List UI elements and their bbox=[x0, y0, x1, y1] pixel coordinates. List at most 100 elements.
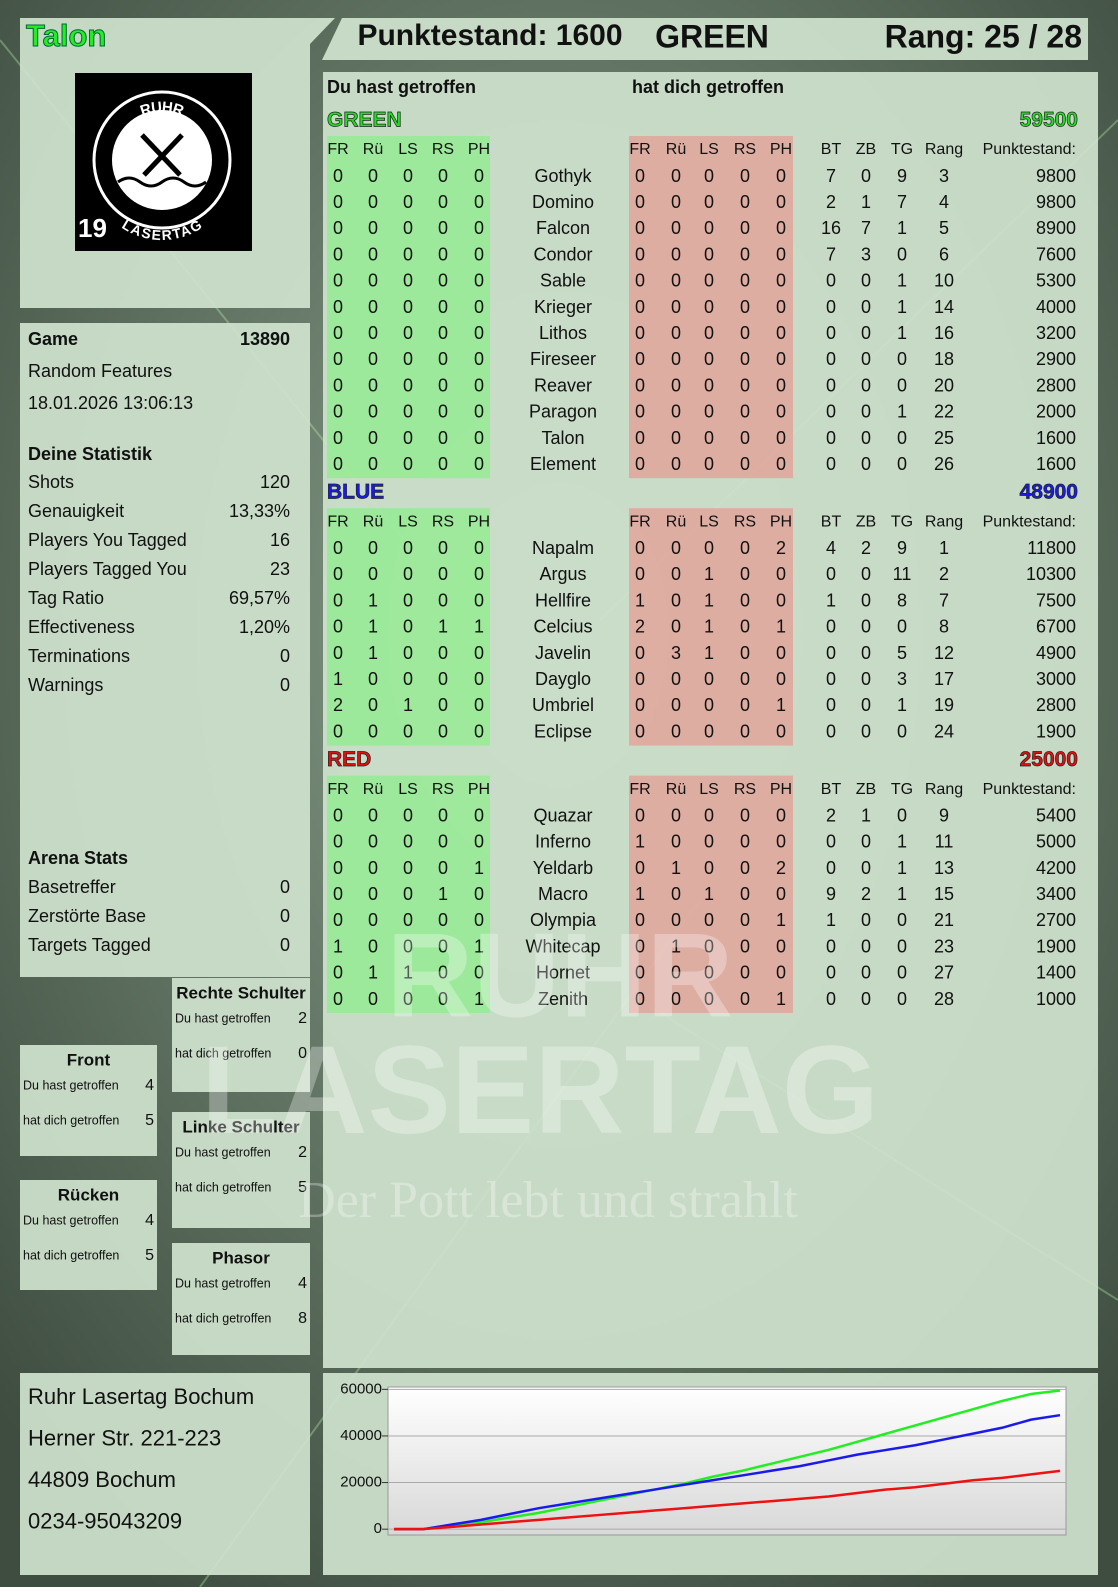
given-cell: 0 bbox=[368, 428, 378, 448]
received-cell: 0 bbox=[671, 454, 681, 474]
given-cell: 1 bbox=[474, 858, 484, 878]
player-name: Napalm bbox=[532, 538, 594, 558]
stat-cell: 7500 bbox=[1036, 590, 1076, 610]
received-cell: 0 bbox=[671, 323, 681, 343]
received-cell: 0 bbox=[704, 538, 714, 558]
y-tick-label: 60000 bbox=[340, 1380, 382, 1397]
logo-wave bbox=[117, 176, 207, 188]
received-cell: 2 bbox=[776, 858, 786, 878]
stat-cell: 10300 bbox=[1026, 564, 1076, 584]
received-bg bbox=[629, 508, 793, 746]
given-cell: 0 bbox=[368, 192, 378, 212]
stat-cell: 7600 bbox=[1036, 244, 1076, 264]
arena-label: Targets Tagged bbox=[28, 935, 151, 955]
received-cell: 1 bbox=[635, 832, 645, 852]
player-name: Paragon bbox=[529, 402, 597, 422]
given-cell: 0 bbox=[368, 989, 378, 1009]
received-cell: 0 bbox=[776, 244, 786, 264]
given-cell: 0 bbox=[438, 936, 448, 956]
given-cell: 0 bbox=[438, 858, 448, 878]
given-cell: 0 bbox=[438, 402, 448, 422]
received-cell: 0 bbox=[776, 936, 786, 956]
received-cell: 0 bbox=[635, 244, 645, 264]
received-cell: 0 bbox=[671, 349, 681, 369]
received-cell: 0 bbox=[740, 166, 750, 186]
stat-cell: 1900 bbox=[1036, 721, 1076, 741]
stat-cell: 0 bbox=[897, 349, 907, 369]
zone-value: 0 bbox=[298, 1045, 307, 1062]
received-cell: 0 bbox=[740, 805, 750, 825]
stat-cell: 0 bbox=[826, 721, 836, 741]
column-header: Rü bbox=[666, 141, 686, 158]
given-cell: 0 bbox=[403, 271, 413, 291]
player-name: Sable bbox=[540, 271, 586, 291]
given-cell: 1 bbox=[333, 669, 343, 689]
column-header: LS bbox=[398, 513, 418, 530]
received-cell: 0 bbox=[704, 297, 714, 317]
given-cell: 0 bbox=[403, 349, 413, 369]
player-name: Whitecap bbox=[525, 936, 600, 956]
given-cell: 0 bbox=[403, 643, 413, 663]
stat-cell: 24 bbox=[934, 721, 954, 741]
column-header: PH bbox=[468, 513, 490, 530]
received-cell: 0 bbox=[704, 244, 714, 264]
stat-cell: 1600 bbox=[1036, 454, 1076, 474]
given-cell: 0 bbox=[368, 402, 378, 422]
player-name: Olympia bbox=[530, 910, 597, 930]
column-header: Punktestand: bbox=[983, 781, 1076, 798]
received-cell: 1 bbox=[776, 989, 786, 1009]
player-name: Argus bbox=[539, 564, 586, 584]
zone-box bbox=[20, 1180, 157, 1290]
column-header: BT bbox=[821, 781, 842, 798]
address-line: Ruhr Lasertag Bochum bbox=[28, 1384, 254, 1409]
given-cell: 0 bbox=[333, 989, 343, 1009]
received-cell: 0 bbox=[704, 271, 714, 291]
column-header: TG bbox=[891, 781, 913, 798]
received-cell: 0 bbox=[740, 428, 750, 448]
given-cell: 0 bbox=[403, 218, 413, 238]
given-cell: 2 bbox=[333, 695, 343, 715]
stat-cell: 19 bbox=[934, 695, 954, 715]
zone-title: Phasor bbox=[212, 1248, 270, 1267]
stat-value: 120 bbox=[260, 472, 290, 492]
received-cell: 0 bbox=[671, 695, 681, 715]
received-cell: 0 bbox=[671, 402, 681, 422]
given-cell: 0 bbox=[438, 590, 448, 610]
given-cell: 0 bbox=[474, 218, 484, 238]
player-name: Reaver bbox=[534, 375, 592, 395]
received-cell: 0 bbox=[704, 428, 714, 448]
given-cell: 0 bbox=[368, 805, 378, 825]
player-name: Umbriel bbox=[532, 695, 594, 715]
given-cell: 0 bbox=[438, 643, 448, 663]
zone-label: Du hast getroffen bbox=[175, 1011, 271, 1025]
stat-cell: 0 bbox=[861, 349, 871, 369]
column-header: RS bbox=[432, 781, 454, 798]
stat-cell: 5 bbox=[939, 218, 949, 238]
arena-value: 0 bbox=[280, 906, 290, 926]
column-header: Rü bbox=[666, 781, 686, 798]
stat-cell: 16 bbox=[821, 218, 841, 238]
given-cell: 0 bbox=[403, 192, 413, 212]
stat-cell: 3200 bbox=[1036, 323, 1076, 343]
given-cell: 0 bbox=[474, 538, 484, 558]
series-line bbox=[394, 1389, 1061, 1531]
received-cell: 0 bbox=[776, 963, 786, 983]
address-panel bbox=[20, 1373, 310, 1575]
received-cell: 0 bbox=[704, 910, 714, 930]
team-total: 59500 bbox=[1020, 109, 1078, 132]
stat-cell: 1 bbox=[897, 884, 907, 904]
received-cell: 0 bbox=[671, 590, 681, 610]
stat-cell: 9 bbox=[897, 166, 907, 186]
given-cell: 0 bbox=[403, 538, 413, 558]
given-cell: 0 bbox=[474, 428, 484, 448]
given-cell: 0 bbox=[333, 218, 343, 238]
received-cell: 0 bbox=[635, 564, 645, 584]
column-header: FR bbox=[327, 141, 348, 158]
given-cell: 0 bbox=[333, 805, 343, 825]
received-cell: 0 bbox=[671, 564, 681, 584]
given-cell: 0 bbox=[403, 428, 413, 448]
received-cell: 0 bbox=[740, 538, 750, 558]
stat-value: 1,20% bbox=[239, 617, 290, 637]
received-cell: 0 bbox=[704, 454, 714, 474]
